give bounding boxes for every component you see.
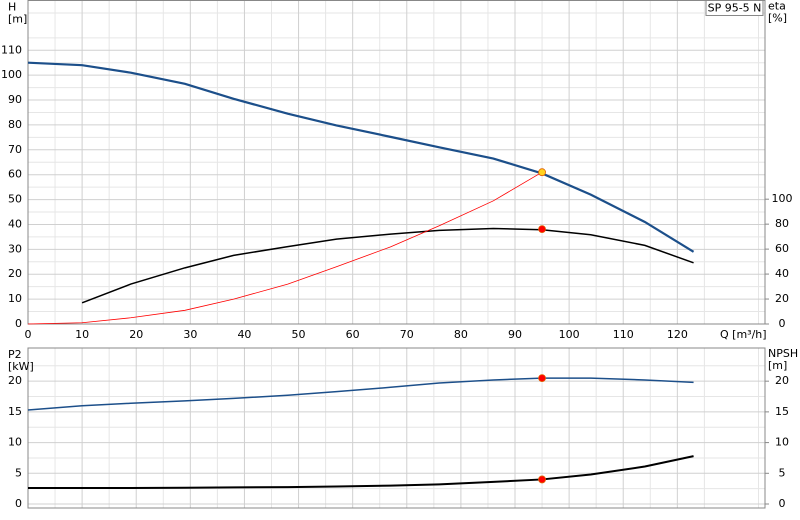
x-tick-label: 30	[183, 328, 197, 341]
y2-axis-label: NPSH	[768, 347, 798, 360]
x-tick-label: 80	[454, 328, 468, 341]
y-axis-label: P2	[8, 348, 22, 361]
y2-tick-label: 60	[775, 242, 789, 255]
chart-panel: 0 10 20 30 40 50 60 70 80 90 100 110 120 0 10 20 30 40 50 6…	[1, 0, 793, 341]
y2-tick-label: 100	[772, 192, 793, 205]
chart-panel: 0 5 10 15 20 0 5 10 15 20 P2[kW] NPSH[m]	[8, 347, 798, 510]
y2-tick-label: 15	[775, 405, 789, 418]
y-axis-unit: [kW]	[8, 360, 34, 373]
y-tick-label: 0	[15, 317, 22, 330]
line-series	[27, 171, 543, 325]
y-tick-label: 100	[1, 68, 22, 81]
y2-axis-label: eta	[768, 0, 786, 13]
x-axis-label: Q [m³/h]	[720, 328, 767, 341]
x-tick-label: 50	[292, 328, 306, 341]
y-axis-unit: [m]	[8, 13, 27, 26]
x-tick-label: 20	[129, 328, 143, 341]
y-tick-label: 110	[1, 43, 22, 56]
y2-tick-label: 20	[775, 292, 789, 305]
y2-tick-label: 40	[775, 267, 789, 280]
x-tick-label: 90	[508, 328, 522, 341]
operating-point	[538, 225, 546, 234]
line-series	[27, 61, 695, 253]
y2-axis-unit: [%]	[768, 12, 787, 25]
y2-tick-label: 5	[779, 466, 786, 479]
y2-tick-label: 0	[779, 497, 786, 510]
line-series	[81, 227, 694, 304]
y-tick-label: 70	[8, 143, 22, 156]
y2-axis-unit: [m]	[768, 359, 787, 372]
title-box	[705, 0, 764, 16]
x-tick-label: 10	[75, 328, 89, 341]
chart-title: SP 95-5 N	[708, 2, 762, 15]
x-tick-label: 60	[346, 328, 360, 341]
y-tick-label: 90	[8, 93, 22, 106]
plot-frame	[27, 0, 766, 325]
plot-frame	[27, 347, 766, 509]
x-tick-label: 40	[237, 328, 251, 341]
y-tick-label: 30	[8, 242, 22, 255]
y-tick-label: 40	[8, 217, 22, 230]
y-tick-label: 5	[15, 466, 22, 479]
y-tick-label: 80	[8, 118, 22, 131]
y2-tick-label: 0	[779, 317, 786, 330]
y-tick-label: 15	[8, 405, 22, 418]
y-tick-label: 10	[8, 436, 22, 449]
operating-point	[538, 374, 546, 382]
x-tick-label: 120	[667, 328, 688, 341]
y-tick-label: 20	[8, 267, 22, 280]
y2-tick-label: 20	[775, 374, 789, 387]
x-tick-label: 100	[559, 328, 580, 341]
line-series	[27, 377, 694, 411]
y-tick-label: 10	[8, 292, 22, 305]
y2-tick-label: 10	[775, 436, 789, 449]
y-tick-label: 20	[8, 374, 22, 387]
y-tick-label: 50	[8, 193, 22, 206]
y-axis-label: H	[8, 1, 16, 14]
x-tick-label: 0	[25, 328, 32, 341]
y2-tick-label: 80	[775, 217, 789, 230]
y-tick-label: 0	[15, 497, 22, 510]
line-series	[28, 455, 694, 490]
x-tick-label: 110	[613, 328, 634, 341]
y-tick-label: 60	[8, 168, 22, 181]
x-tick-label: 70	[400, 328, 414, 341]
operating-point	[538, 168, 546, 177]
operating-point	[538, 475, 546, 484]
